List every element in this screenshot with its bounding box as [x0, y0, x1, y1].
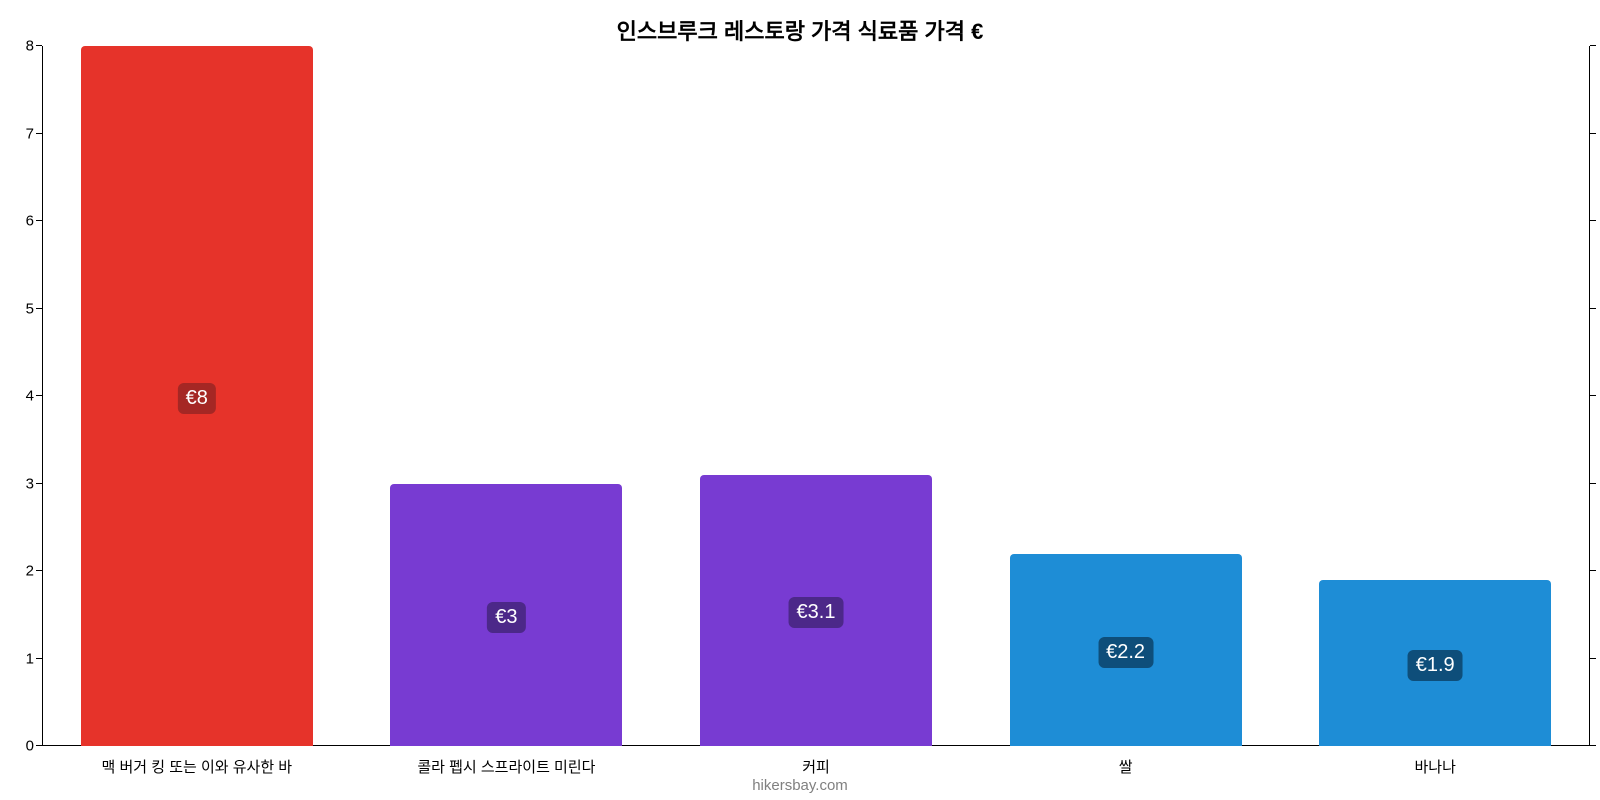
y-tick-label: 5: [26, 300, 42, 317]
y-axis-left: [42, 46, 43, 746]
x-tick-label: 맥 버거 킹 또는 이와 유사한 바: [101, 746, 292, 777]
x-tick-label: 바나나: [1414, 746, 1455, 777]
y-tick-label: 2: [26, 563, 42, 580]
y-tick-mark: [36, 395, 42, 396]
price-bar-chart: 인스브루크 레스토랑 가격 식료품 가격 € 012345678€8맥 버거 킹…: [0, 0, 1600, 800]
bar-value-label: €3: [487, 602, 525, 633]
y-tick-mark: [36, 570, 42, 571]
y-tick-label: 8: [26, 38, 42, 55]
y-tick-label: 3: [26, 475, 42, 492]
y-tick-mark-right: [1590, 745, 1596, 746]
bar: €3.1: [700, 475, 932, 746]
y-tick-mark: [36, 220, 42, 221]
y-tick-label: 0: [26, 738, 42, 755]
y-tick-label: 6: [26, 213, 42, 230]
bar-value-label: €8: [178, 383, 216, 414]
bar-value-label: €2.2: [1098, 637, 1153, 668]
chart-credit: hikersbay.com: [0, 777, 1600, 794]
x-tick-label: 쌀: [1119, 746, 1133, 777]
y-tick-label: 7: [26, 125, 42, 142]
bar-value-label: €1.9: [1408, 650, 1463, 681]
x-tick-label: 커피: [802, 746, 830, 777]
y-tick-mark-right: [1590, 483, 1596, 484]
y-tick-mark: [36, 745, 42, 746]
y-tick-mark: [36, 45, 42, 46]
bar: €1.9: [1319, 580, 1551, 746]
bar: €3: [390, 484, 622, 747]
y-tick-label: 1: [26, 650, 42, 667]
y-axis-right: [1589, 46, 1590, 746]
y-tick-mark-right: [1590, 220, 1596, 221]
y-tick-mark-right: [1590, 45, 1596, 46]
bar: €2.2: [1010, 554, 1242, 747]
y-tick-mark-right: [1590, 658, 1596, 659]
y-tick-mark: [36, 658, 42, 659]
bar: €8: [81, 46, 313, 746]
x-tick-label: 콜라 펩시 스프라이트 미린다: [417, 746, 595, 777]
y-tick-label: 4: [26, 388, 42, 405]
y-tick-mark-right: [1590, 395, 1596, 396]
y-tick-mark-right: [1590, 570, 1596, 571]
y-tick-mark-right: [1590, 308, 1596, 309]
plot-area: 012345678€8맥 버거 킹 또는 이와 유사한 바€3콜라 펩시 스프라…: [42, 46, 1590, 746]
y-tick-mark: [36, 483, 42, 484]
y-tick-mark: [36, 308, 42, 309]
bar-value-label: €3.1: [789, 597, 844, 628]
y-tick-mark-right: [1590, 133, 1596, 134]
chart-title: 인스브루크 레스토랑 가격 식료품 가격 €: [0, 14, 1600, 46]
y-tick-mark: [36, 133, 42, 134]
